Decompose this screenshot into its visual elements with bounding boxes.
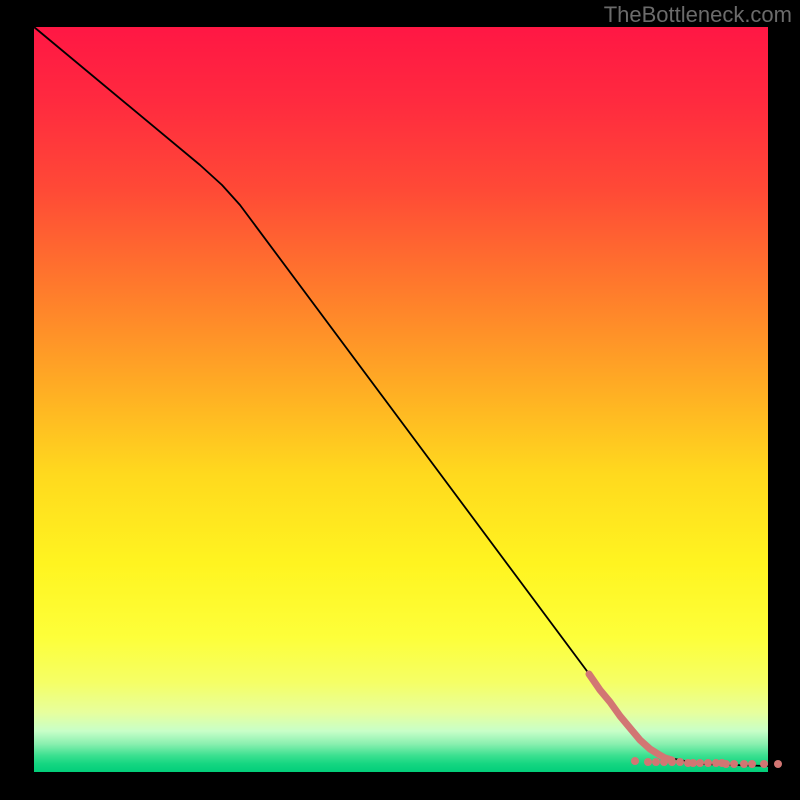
scatter-point bbox=[704, 759, 712, 767]
scatter-point bbox=[730, 760, 738, 768]
scatter-point bbox=[668, 758, 676, 766]
scatter-point bbox=[760, 760, 768, 768]
scatter-point bbox=[660, 758, 668, 766]
scatter-point bbox=[774, 760, 782, 768]
scatter-point bbox=[748, 760, 756, 768]
scatter-point bbox=[722, 760, 730, 768]
scatter-point bbox=[631, 757, 639, 765]
scatter-point bbox=[689, 759, 697, 767]
chart-container: TheBottleneck.com bbox=[0, 0, 800, 800]
scatter-point bbox=[696, 759, 704, 767]
scatter-point bbox=[644, 758, 652, 766]
scatter-point bbox=[676, 758, 684, 766]
bottleneck-chart bbox=[0, 0, 800, 800]
scatter-point bbox=[740, 760, 748, 768]
scatter-point bbox=[652, 758, 660, 766]
chart-plot-area bbox=[34, 27, 768, 772]
watermark-text: TheBottleneck.com bbox=[604, 2, 792, 28]
